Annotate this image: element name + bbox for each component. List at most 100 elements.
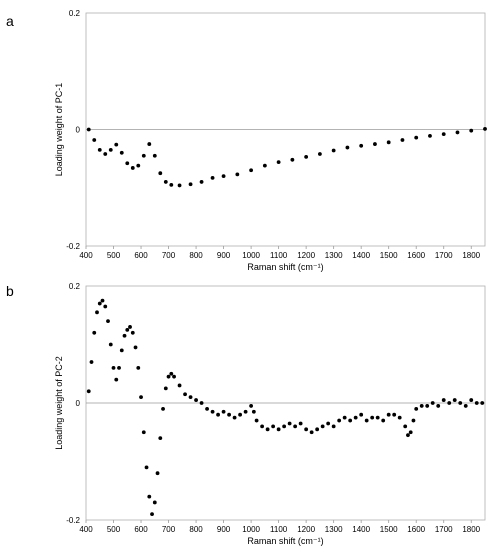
panel-b-data-point <box>183 392 187 397</box>
panel-a-x-tick-label: 1800 <box>462 251 480 260</box>
panel-b-x-tick-label: 700 <box>162 525 176 534</box>
panel-a-x-tick-label: 800 <box>189 251 203 260</box>
panel-a-data-point <box>114 142 119 147</box>
panel-b-data-point <box>139 395 143 400</box>
panel-b-data-point <box>411 418 416 423</box>
panel-b-data-point <box>133 345 138 350</box>
panel-a-data-point <box>483 127 487 131</box>
panel-b-data-point <box>199 401 204 405</box>
panel-a-data-point <box>152 153 157 158</box>
panel-b-data-point <box>89 360 94 364</box>
panel-a-x-tick-label: 1600 <box>407 251 425 260</box>
panel-b-data-point <box>282 424 287 429</box>
panel-b-x-tick-label: 1100 <box>270 525 288 534</box>
panel-a-data-point <box>331 148 336 153</box>
panel-b-data-point <box>293 424 298 429</box>
panel-a-data-point <box>441 132 446 137</box>
panel-b-data-point <box>331 424 336 429</box>
panel-a-x-tick-label: 700 <box>162 251 176 260</box>
panel-b-data-point <box>315 427 320 432</box>
panel-a-data-point <box>276 160 281 165</box>
panel-b-data-point <box>480 401 485 405</box>
panel-a-data-point <box>169 182 174 187</box>
panel-b-data-point <box>397 415 402 420</box>
panel-b-data-point <box>348 418 353 423</box>
panel-b-x-tick-label: 1500 <box>380 525 398 534</box>
panel-b-data-point <box>408 430 413 435</box>
panel-b-x-tick-label: 800 <box>189 525 203 534</box>
panel-b-data-point <box>370 415 375 420</box>
panel-b-data-point <box>158 436 163 440</box>
panel-b-data-point <box>150 512 154 517</box>
panel-b-letter: b <box>6 283 14 299</box>
panel-b-data-point <box>232 415 237 420</box>
panel-b-data-point <box>320 424 325 429</box>
panel-b-data-point <box>353 415 358 420</box>
panel-b-y-tick-label: -0.2 <box>66 516 80 525</box>
panel-a-data-point <box>455 130 460 135</box>
panel-a-x-tick-label: 1500 <box>380 251 398 260</box>
panel-b-data-point <box>326 421 331 426</box>
panel-a-data-point <box>290 157 295 162</box>
panel-b-data-point <box>161 406 165 411</box>
panel-b-data-point <box>152 500 157 505</box>
panel-a-x-tick-label: 1000 <box>242 251 260 260</box>
panel-b-data-point <box>141 430 146 435</box>
panel-b-data-point <box>122 333 127 338</box>
panel-b-data-point <box>359 412 364 417</box>
panel-b-data-point <box>86 389 91 394</box>
panel-b-data-point <box>125 327 130 332</box>
panel-b-data-point <box>210 409 215 414</box>
panel-b-data-point <box>452 398 457 402</box>
panel-b-data-point <box>271 424 276 429</box>
panel-b-x-tick-label: 1600 <box>407 525 425 534</box>
panel-b-data-point <box>364 418 369 423</box>
panel-a-data-point <box>359 143 364 148</box>
panel-a-data-point <box>86 127 91 132</box>
panel-b-y-tick-label: 0 <box>76 399 81 408</box>
panel-a-data-point <box>188 182 193 187</box>
panel-b-data-point <box>265 427 270 432</box>
panel-a-x-tick-label: 1300 <box>325 251 343 260</box>
panel-b-y-ticks: -0.2 0 0.2 <box>66 282 80 525</box>
panel-a-data-point <box>147 142 152 146</box>
panel-a-data-point <box>386 140 391 145</box>
panel-a-data-point <box>163 180 168 184</box>
panel-b-data-point <box>287 421 292 426</box>
panel-b-data-point <box>177 383 182 388</box>
panel-b-data-point <box>130 330 135 335</box>
panel-b-x-tick-label: 1000 <box>242 525 260 534</box>
panel-a-data-point <box>262 163 267 168</box>
panel-a-data-point <box>103 152 108 156</box>
panel-b-data-point <box>136 366 141 370</box>
panel-a-y-tick-label: 0.2 <box>69 9 81 18</box>
panel-b-data-point <box>114 377 119 382</box>
panel-b-data-point <box>249 404 254 408</box>
panel-a-data-point <box>317 152 322 156</box>
panel-b-data-point <box>337 418 342 423</box>
panel-a-x-tick-label: 600 <box>134 251 148 260</box>
panel-b-data-point <box>221 409 226 414</box>
panel-b-data-point <box>227 412 231 417</box>
panel-a-data-point <box>469 128 474 133</box>
panel-b-data-point <box>163 386 168 391</box>
panel-b-data-point <box>304 427 309 432</box>
panel-a-data-point <box>136 163 141 168</box>
panel-b-x-axis-label: Raman shift (cm⁻¹) <box>247 536 323 546</box>
panel-b-data-point <box>403 424 408 429</box>
panel-b-data-point <box>342 415 347 420</box>
panel-a-y-tick-label: -0.2 <box>66 242 80 251</box>
panel-b-x-tick-label: 1700 <box>435 525 453 534</box>
panel-b-data-point <box>243 409 248 414</box>
panel-b-data-point <box>375 415 380 420</box>
panel-a-y-tick-label: 0 <box>76 126 81 135</box>
panel-b-x-tick-label: 1200 <box>297 525 315 534</box>
panel-b-data-point <box>188 395 193 400</box>
panel-b-x-tick-label: 1800 <box>462 525 480 534</box>
panel-b-data-point <box>406 433 410 438</box>
panel-a-x-tick-label: 1200 <box>297 251 315 260</box>
panel-b-data-point <box>169 371 174 376</box>
panel-b-data-point <box>92 330 97 335</box>
panel-b-y-tick-label: 0.2 <box>69 282 81 291</box>
